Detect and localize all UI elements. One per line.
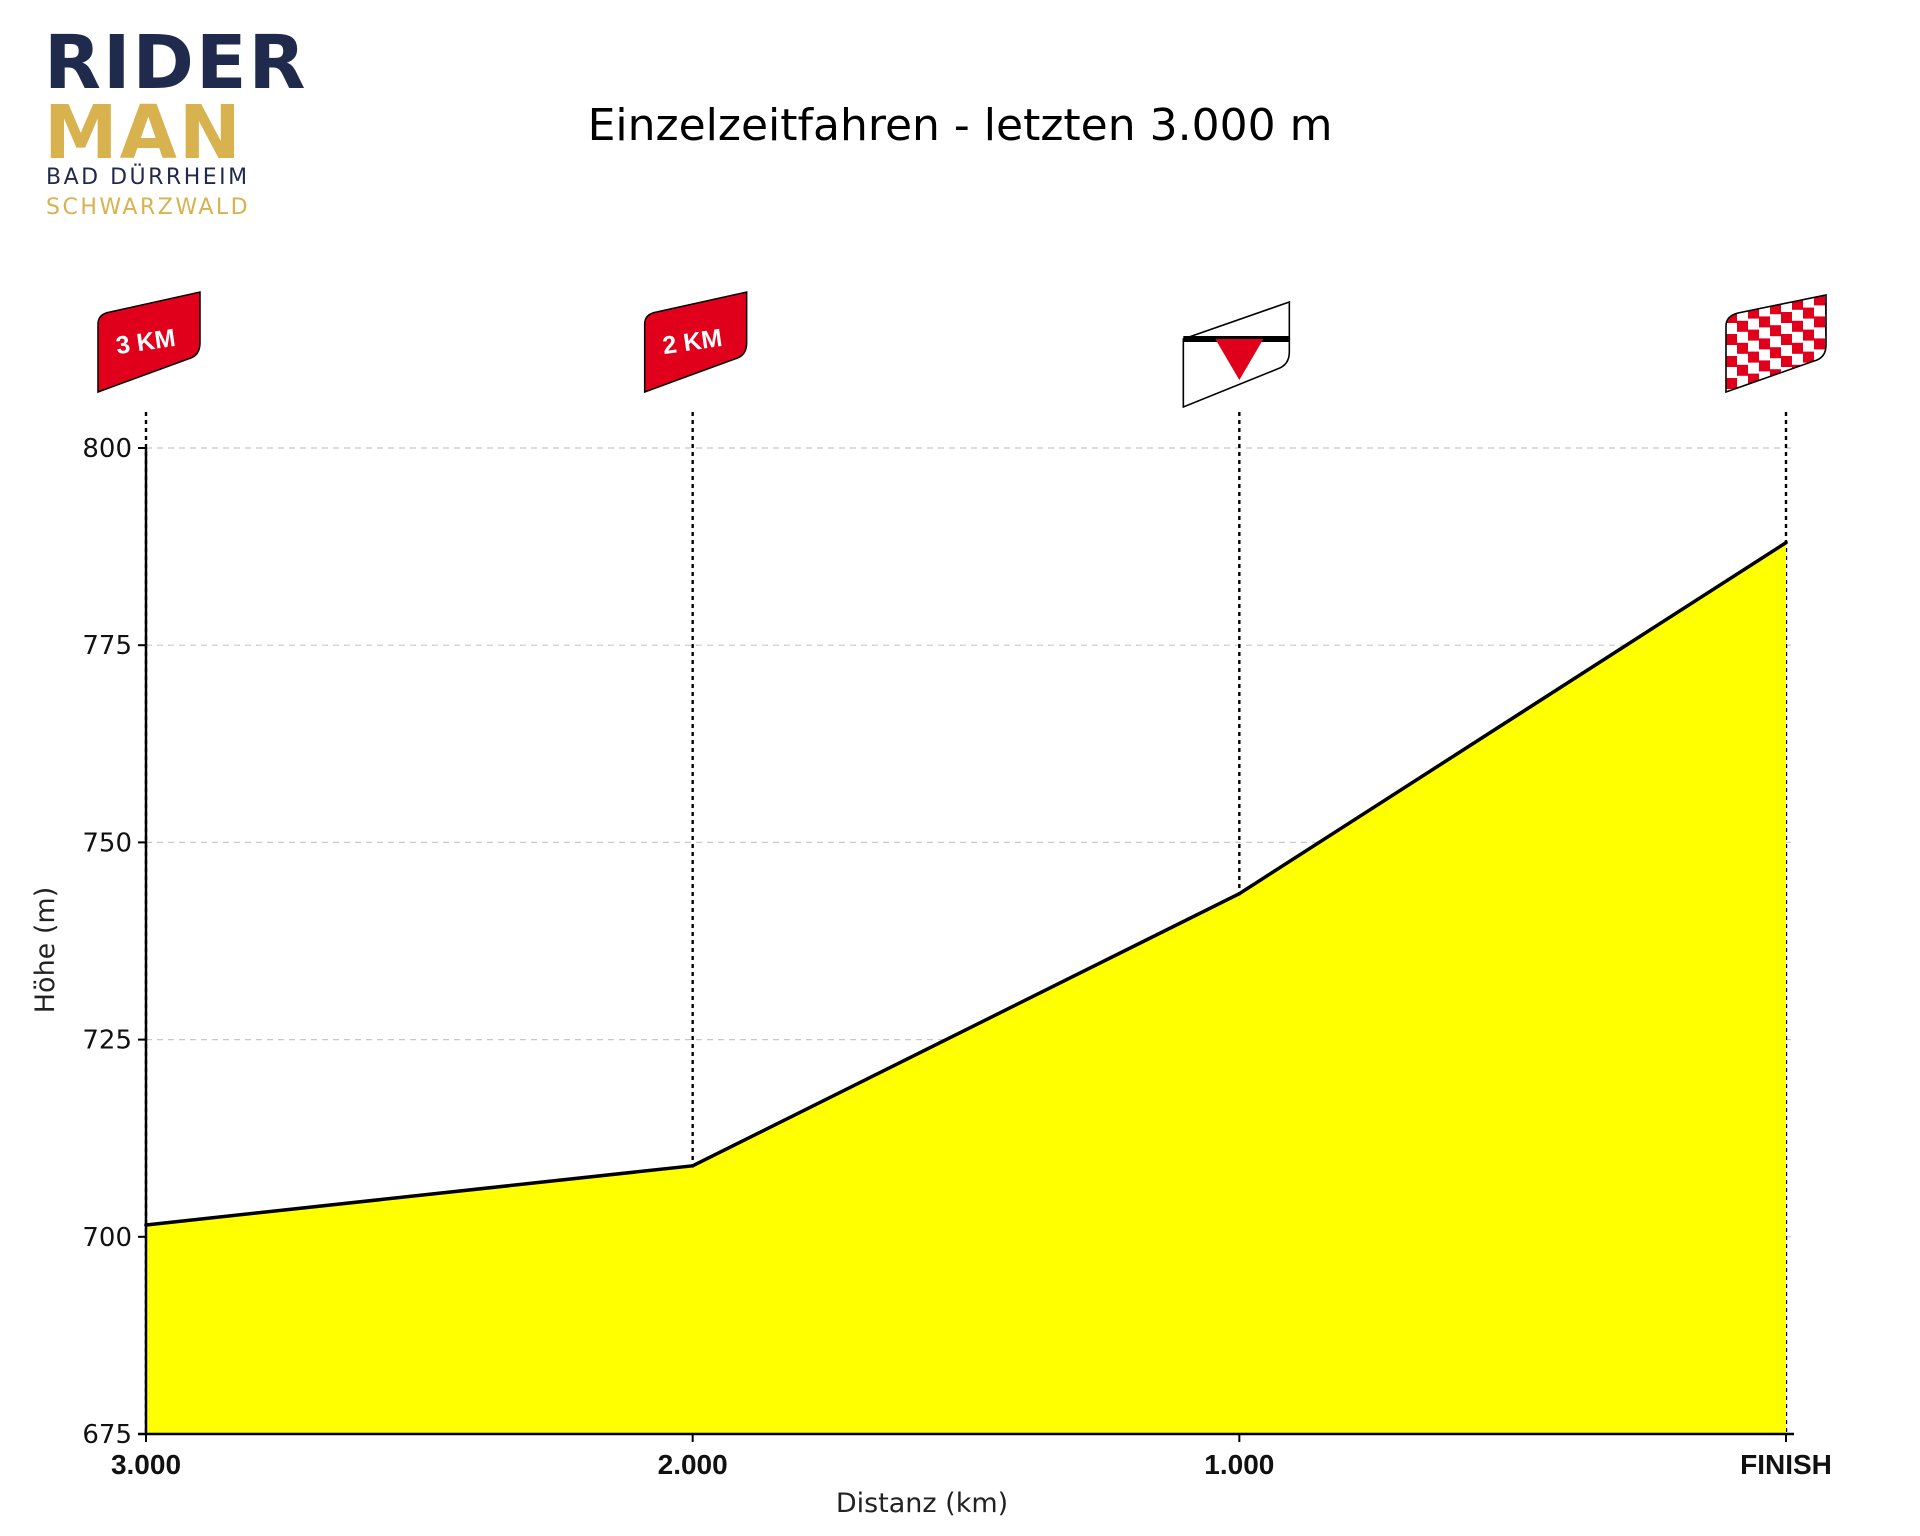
finish-flag-square: [1726, 378, 1737, 389]
finish-flag-square: [1770, 281, 1781, 292]
logo-region: SCHWARZWALD: [46, 195, 251, 220]
finish-flag-square: [1781, 356, 1792, 367]
y-tick-label: 775: [82, 631, 132, 661]
finish-flag-square: [1803, 329, 1814, 341]
finish-flag-square: [1814, 272, 1825, 283]
elevation-line: [145, 541, 1787, 1227]
finish-flag-square: [1814, 295, 1825, 306]
logo-city: BAD DÜRRHEIM: [46, 165, 250, 190]
finish-flag-square: [1814, 360, 1825, 372]
x-tick-label: 3.000: [111, 1449, 181, 1480]
last-km-triangle-icon: [1182, 300, 1291, 409]
y-tick-label: 725: [82, 1026, 132, 1056]
elevation-point: [1237, 891, 1242, 896]
finish-flag-square: [1759, 316, 1770, 328]
finish-flag-square: [1759, 295, 1770, 306]
finish-flag-square: [1803, 295, 1814, 297]
finish-flag-square: [1737, 342, 1748, 354]
finish-flag-square: [1748, 307, 1759, 319]
finish-flag-square: [1737, 320, 1748, 332]
km-flag-shape: [97, 291, 201, 394]
finish-flag-square: [1803, 351, 1814, 363]
event-logo: RIDER MAN BAD DÜRRHEIM SCHWARZWALD: [44, 22, 305, 232]
elevation-area: [144, 540, 1788, 1434]
y-axis-label: Höhe (m): [30, 887, 61, 1014]
finish-flag-square: [1814, 316, 1825, 328]
finish-flag-square: [1781, 334, 1792, 345]
x-axis-label: Distanz (km): [836, 1488, 1008, 1519]
finish-flag-checks: [1726, 272, 1836, 392]
km-flag-shape: [643, 291, 748, 394]
finish-flag-square: [1748, 295, 1759, 297]
finish-flag-square: [1759, 382, 1770, 392]
finish-flag-square: [1770, 347, 1781, 359]
x-tick-label: FINISH: [1740, 1449, 1832, 1480]
finish-flag-square: [1726, 312, 1737, 323]
finish-flag-square: [1803, 373, 1814, 385]
elevation-fill: [146, 542, 1786, 1434]
x-tick-labels: 3.000 2.000 1.000 FINISH: [111, 1434, 1832, 1480]
finish-flag-square: [1748, 373, 1759, 385]
finish-flag-square: [1781, 295, 1792, 301]
finish-flag-outline: [1725, 294, 1827, 394]
logo-man: MAN: [44, 90, 243, 176]
finish-flag-square: [1825, 281, 1836, 292]
y-tick-label: 700: [82, 1223, 132, 1253]
finish-flag-square: [1792, 320, 1803, 332]
finish-flag-square: [1781, 378, 1792, 389]
finish-flag-square: [1792, 342, 1803, 354]
finish-flag-square: [1803, 307, 1814, 319]
finish-flag-square: [1726, 334, 1737, 345]
elevation-point: [1784, 540, 1788, 545]
km-flag-icon: 3 KM: [97, 291, 201, 394]
y-tick-label: 675: [82, 1420, 132, 1450]
km-flag-icon: 2 KM: [643, 291, 748, 394]
y-tick-label: 800: [82, 434, 132, 464]
finish-flag-square: [1825, 369, 1826, 381]
finish-flag-square: [1814, 338, 1825, 350]
finish-flag-square: [1748, 329, 1759, 341]
axes: [138, 448, 1794, 1436]
finish-flag-square: [1726, 295, 1737, 301]
finish-flag-square: [1781, 312, 1792, 323]
finish-flag-square: [1770, 325, 1781, 337]
finish-flag-square: [1792, 298, 1803, 310]
finish-flag-square: [1726, 356, 1737, 367]
finish-flag-square: [1737, 386, 1748, 392]
y-tick-label: 750: [82, 828, 132, 858]
x-tick-label: 2.000: [658, 1449, 728, 1480]
markers: 3 KM 2 KM: [97, 272, 1836, 409]
elevation-point: [690, 1164, 695, 1168]
checkered-finish-flag-icon: [1725, 272, 1836, 394]
chart-title: Einzelzeitfahren - letzten 3.000 m: [587, 100, 1333, 151]
finish-flag-square: [1759, 338, 1770, 350]
finish-flag-square: [1792, 277, 1803, 288]
finish-flag-square: [1737, 364, 1748, 376]
logo-rider: RIDER: [44, 20, 308, 106]
red-triangle-icon: [1215, 339, 1264, 380]
finish-flag-square: [1825, 347, 1826, 359]
x-tick-label: 1.000: [1204, 1449, 1274, 1480]
finish-flag-square: [1737, 298, 1748, 310]
finish-flag-square: [1759, 360, 1770, 372]
finish-flag-square: [1748, 351, 1759, 363]
finish-flag-square: [1770, 303, 1781, 315]
y-tick-labels: 675 700 725 750 775 800: [82, 434, 146, 1450]
